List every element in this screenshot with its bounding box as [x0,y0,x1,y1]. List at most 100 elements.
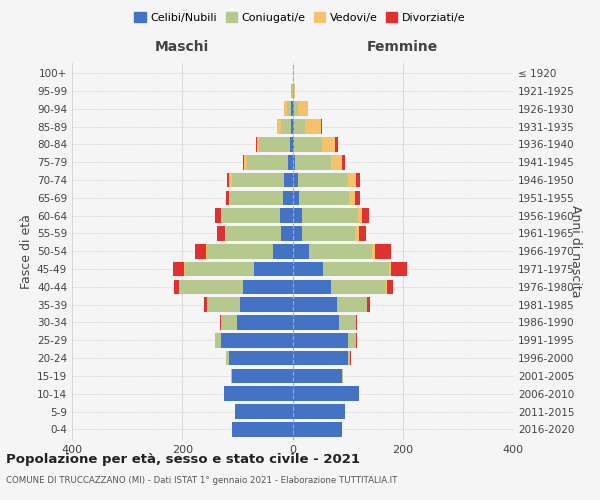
Bar [232,172,284,188]
Bar [293,315,340,330]
Bar [293,422,342,436]
Bar [235,404,293,419]
Bar [217,226,225,240]
Bar [220,315,221,330]
Bar [223,208,280,223]
Bar [347,333,356,347]
Bar [375,244,391,258]
Bar [309,244,373,258]
Text: Maschi: Maschi [155,40,209,54]
Bar [226,190,229,205]
Bar [292,102,293,116]
Bar [215,208,221,223]
Bar [293,120,305,134]
Bar [287,102,292,116]
Bar [340,315,356,330]
Bar [179,280,243,294]
Bar [226,351,229,366]
Bar [256,137,257,152]
Bar [293,155,295,170]
Bar [229,351,293,366]
Text: Femmine: Femmine [367,40,439,54]
Bar [215,333,221,347]
Bar [232,422,293,436]
Bar [240,298,293,312]
Bar [293,208,302,223]
Bar [284,172,293,188]
Bar [386,280,388,294]
Bar [323,262,389,276]
Bar [321,120,322,134]
Bar [347,351,350,366]
Bar [362,208,368,223]
Bar [173,262,184,276]
Bar [290,137,293,152]
Bar [254,262,293,276]
Bar [185,262,254,276]
Bar [284,102,287,116]
Bar [204,298,207,312]
Bar [288,155,293,170]
Bar [293,244,309,258]
Bar [231,368,232,383]
Bar [298,172,347,188]
Bar [358,208,362,223]
Bar [230,190,283,205]
Bar [244,155,247,170]
Bar [331,280,386,294]
Bar [257,137,259,152]
Bar [207,244,273,258]
Bar [207,298,240,312]
Bar [389,262,391,276]
Bar [356,315,357,330]
Bar [221,333,293,347]
Bar [302,208,358,223]
Bar [221,208,223,223]
Bar [229,190,230,205]
Bar [293,137,294,152]
Bar [174,280,179,294]
Bar [388,280,393,294]
Bar [293,333,347,347]
Bar [229,172,232,188]
Bar [195,244,206,258]
Bar [295,155,331,170]
Bar [355,190,360,205]
Bar [305,120,321,134]
Bar [373,244,375,258]
Bar [293,298,337,312]
Bar [243,280,293,294]
Bar [224,386,293,401]
Bar [226,226,281,240]
Bar [281,226,293,240]
Bar [349,190,355,205]
Bar [221,315,238,330]
Bar [243,155,244,170]
Bar [293,172,298,188]
Text: Popolazione per età, sesso e stato civile - 2021: Popolazione per età, sesso e stato civil… [6,452,360,466]
Bar [293,280,331,294]
Bar [391,262,407,276]
Bar [299,190,349,205]
Bar [356,172,361,188]
Bar [280,208,293,223]
Bar [259,137,290,152]
Bar [347,172,356,188]
Bar [350,351,352,366]
Bar [293,351,347,366]
Bar [359,226,366,240]
Bar [281,120,292,134]
Bar [238,315,293,330]
Text: COMUNE DI TRUCCAZZANO (MI) - Dati ISTAT 1° gennaio 2021 - Elaborazione TUTTITALI: COMUNE DI TRUCCAZZANO (MI) - Dati ISTAT … [6,476,397,485]
Bar [283,190,293,205]
Bar [302,226,355,240]
Bar [293,226,302,240]
Bar [322,137,335,152]
Bar [293,102,298,116]
Bar [293,262,323,276]
Bar [227,172,229,188]
Bar [293,84,295,98]
Bar [292,120,293,134]
Bar [206,244,207,258]
Bar [225,226,226,240]
